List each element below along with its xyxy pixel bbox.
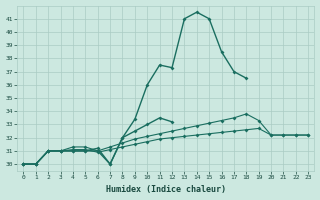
X-axis label: Humidex (Indice chaleur): Humidex (Indice chaleur) (106, 185, 226, 194)
